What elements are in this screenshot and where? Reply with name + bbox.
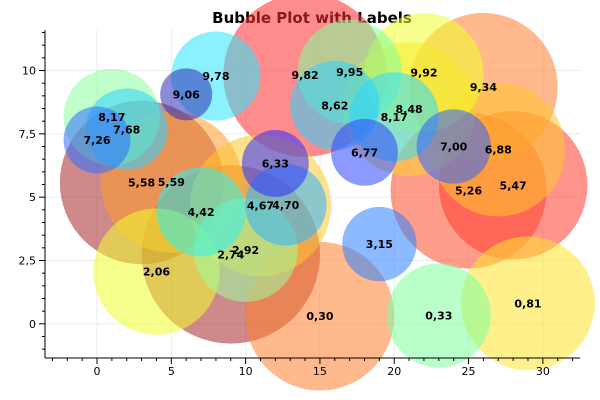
bubble-label-23: 4,70 — [272, 199, 299, 212]
bubble-label-18: 8,17 — [381, 111, 408, 124]
y-tick-label-4: 10 — [22, 65, 36, 78]
bubble-label-1: 5,58 — [128, 176, 155, 189]
bubble-label-19: 4,42 — [187, 206, 214, 219]
x-tick-label-4: 20 — [387, 365, 401, 378]
x-tick-label-3: 15 — [313, 365, 327, 378]
axes: 0 5 10 15 20 25 30 0 2,5 5 7,5 10 — [19, 30, 580, 378]
x-tick-label-1: 5 — [168, 365, 175, 378]
bubble-label-12: 2,06 — [143, 266, 170, 279]
y-tick-label-2: 5 — [29, 191, 36, 204]
bubble-label-2: 9,82 — [291, 69, 318, 82]
bubble-label-27: 6,77 — [351, 146, 378, 159]
bubble-labels: 2,74 5,58 9,82 5,26 5,47 0,30 9,34 5,59 4,67 8,48… — [83, 66, 541, 323]
y-tick-label-1: 2,5 — [19, 254, 37, 267]
x-tick-label-6: 30 — [536, 365, 550, 378]
bubble-27 — [331, 118, 398, 186]
bubble-label-3: 5,26 — [455, 185, 482, 198]
y-tick-label-3: 7,5 — [19, 128, 37, 141]
bubble-label-25: 7,00 — [440, 141, 467, 154]
bubble-label-7: 5,59 — [158, 176, 185, 189]
bubble-26 — [63, 106, 131, 174]
bubble-label-24: 3,15 — [366, 238, 393, 251]
bubble-label-15: 9,95 — [336, 66, 363, 79]
bubble-label-4: 5,47 — [500, 179, 527, 192]
bubble-label-26: 7,26 — [83, 134, 110, 147]
bubble-label-16: 0,33 — [425, 309, 452, 322]
bubble-label-14: 2,92 — [232, 244, 259, 257]
bubbles — [59, 0, 595, 391]
bubble-label-10: 6,88 — [485, 144, 512, 157]
x-tick-label-0: 0 — [94, 365, 101, 378]
bubble-label-22: 7,68 — [113, 123, 140, 136]
y-tick-label-0: 0 — [29, 318, 36, 331]
bubble-28 — [241, 130, 309, 197]
x-tick-label-5: 25 — [462, 365, 476, 378]
bubble-24 — [342, 206, 417, 282]
bubble-label-9: 8,48 — [396, 103, 423, 116]
bubble-label-0: 2,74 — [217, 248, 244, 261]
bubble-29 — [160, 68, 213, 121]
bubble-16 — [386, 263, 491, 368]
bubble-label-13: 9,92 — [410, 67, 437, 80]
bubble-label-21: 8,62 — [321, 99, 348, 112]
x-tick-label-2: 10 — [239, 365, 253, 378]
bubble-25 — [416, 109, 491, 184]
bubble-19 — [156, 167, 246, 257]
bubble-label-11: 0,81 — [514, 297, 541, 310]
bubble-label-20: 9,78 — [202, 70, 229, 83]
bubble-label-28: 6,33 — [262, 157, 289, 170]
bubble-label-6: 9,34 — [470, 81, 497, 94]
bubble-label-29: 9,06 — [173, 88, 200, 101]
bubble-label-8: 4,67 — [247, 200, 274, 213]
bubble-label-5: 0,30 — [306, 310, 333, 323]
bubble-11 — [461, 236, 595, 371]
bubble-label-17: 8,17 — [98, 111, 125, 124]
